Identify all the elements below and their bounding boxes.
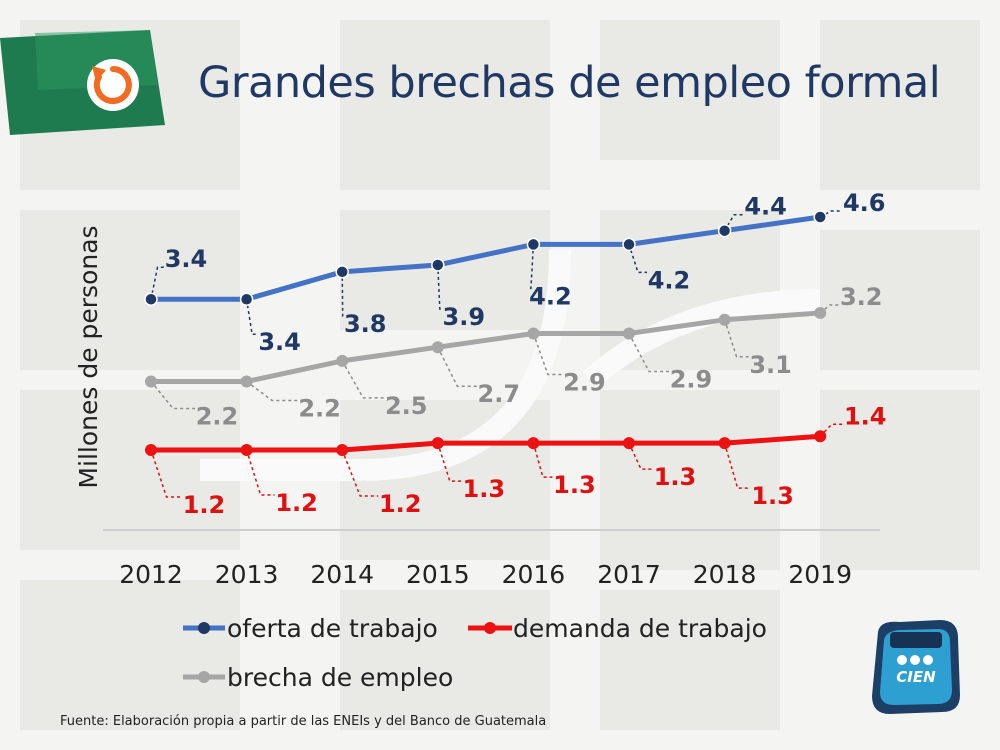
label-leader <box>246 380 298 402</box>
data-point <box>240 375 253 388</box>
data-point <box>431 437 444 450</box>
data-label: 4.2 <box>648 266 691 294</box>
source-note: Fuente: Elaboración propia a partir de l… <box>60 714 547 729</box>
data-label: 4.2 <box>529 282 572 310</box>
data-label: 4.4 <box>744 193 787 221</box>
data-point <box>622 237 636 252</box>
legend-brecha: brecha de empleo <box>183 663 453 692</box>
data-point <box>239 292 254 306</box>
label-leader <box>341 360 385 399</box>
data-label: 1.2 <box>183 491 226 519</box>
data-point <box>814 306 827 319</box>
x-tick-label: 2018 <box>693 560 757 589</box>
data-label: 3.4 <box>258 328 301 356</box>
y-axis-label: Millones de personas <box>74 225 103 488</box>
data-point <box>527 437 540 450</box>
label-leader <box>437 346 477 387</box>
data-point <box>814 430 827 443</box>
label-leader <box>150 266 164 300</box>
x-tick-label: 2015 <box>406 560 470 589</box>
data-point <box>431 341 444 354</box>
series-line-0 <box>151 214 821 302</box>
x-tick-label: 2013 <box>215 560 279 589</box>
label-leader <box>437 264 442 310</box>
legend-oferta: oferta de trabajo <box>183 614 438 643</box>
data-point <box>813 210 827 224</box>
data-point <box>718 313 731 326</box>
data-label: 1.2 <box>275 489 318 517</box>
data-label: 1.3 <box>463 475 506 503</box>
data-label: 2.5 <box>385 392 428 420</box>
data-label: 1.3 <box>751 482 794 510</box>
data-point <box>336 354 349 367</box>
label-leader <box>723 319 749 358</box>
data-point <box>527 327 540 340</box>
data-point <box>335 265 349 279</box>
data-point <box>526 237 541 252</box>
series-line-2 <box>151 310 821 384</box>
label-leader <box>245 449 275 496</box>
data-label: 1.3 <box>654 463 697 491</box>
x-tick-label: 2012 <box>119 560 183 589</box>
cien-logo: CIEN <box>872 620 960 714</box>
data-point <box>336 444 349 456</box>
data-label: 1.3 <box>553 471 596 499</box>
data-point <box>718 437 731 450</box>
flag-badge <box>0 30 165 135</box>
x-tick-label: 2019 <box>788 560 852 589</box>
data-label: 2.7 <box>478 380 521 408</box>
data-point <box>717 223 732 238</box>
data-point <box>623 327 635 340</box>
page-title: Grandes brechas de empleo formal <box>198 58 941 108</box>
data-label: 3.9 <box>443 303 486 331</box>
data-label: 3.1 <box>749 351 792 379</box>
legend-demanda: demanda de trabajo <box>468 614 767 643</box>
data-point <box>145 444 157 456</box>
legend-label-oferta: oferta de trabajo <box>227 614 438 643</box>
refresh-icon <box>87 59 139 111</box>
label-leader <box>528 244 535 290</box>
data-point <box>144 292 158 306</box>
x-tick-label: 2017 <box>597 560 661 589</box>
data-label: 2.2 <box>298 394 341 422</box>
label-leader <box>723 442 751 489</box>
data-label: 3.4 <box>165 245 208 273</box>
x-tick-label: 2016 <box>502 560 566 589</box>
data-point <box>145 375 157 388</box>
data-label: 3.8 <box>344 310 387 338</box>
data-point <box>623 437 635 450</box>
data-label: 2.9 <box>670 366 713 394</box>
label-leader <box>819 423 844 437</box>
data-label: 1.4 <box>844 402 887 430</box>
data-label: 2.2 <box>196 402 239 430</box>
data-label: 2.9 <box>563 369 606 397</box>
label-leader <box>628 333 669 373</box>
label-leader <box>341 271 344 317</box>
data-point <box>240 444 253 456</box>
data-label: 1.2 <box>379 490 422 518</box>
data-label: 3.2 <box>840 283 883 311</box>
label-leader <box>341 449 379 497</box>
label-leader <box>150 449 182 498</box>
logo-text: CIEN <box>896 668 936 686</box>
label-leader <box>532 333 563 376</box>
legend-label-demanda: demanda de trabajo <box>513 614 767 643</box>
label-leader <box>628 442 653 470</box>
label-leader <box>819 304 840 314</box>
label-leader <box>150 380 195 410</box>
data-label: 4.6 <box>843 189 886 217</box>
data-point <box>431 258 445 272</box>
x-tick-label: 2014 <box>310 560 374 589</box>
series-line-1 <box>151 433 821 453</box>
label-leader <box>819 210 843 218</box>
legend-label-brecha: brecha de empleo <box>227 663 453 692</box>
label-leader <box>437 442 462 482</box>
